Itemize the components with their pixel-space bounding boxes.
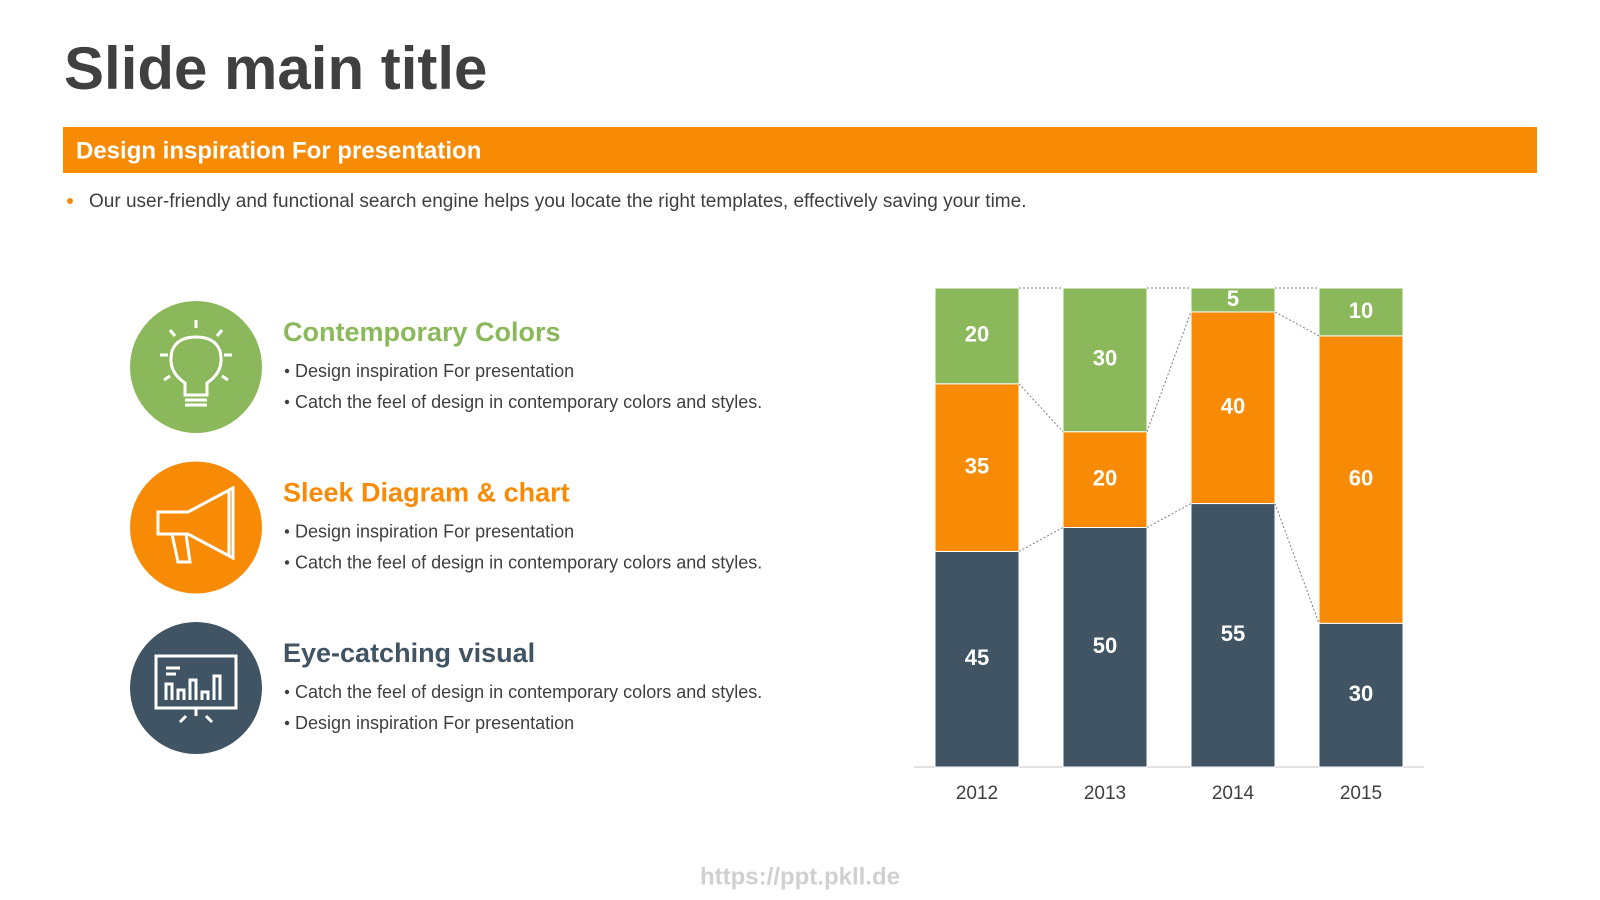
connector [1018,383,1064,433]
item-heading: Eye-catching visual [283,638,535,668]
banner-text: Design inspiration For presentation [76,137,481,164]
icon-bulb [160,320,232,407]
bullet [284,399,290,405]
bullet [284,689,290,695]
bar-segment [1190,311,1276,505]
bullet [284,720,290,726]
item-bullet: Catch the feel of design in contemporary… [295,552,762,572]
connector [1146,311,1192,432]
bar-segment [1062,527,1148,768]
bar-segment [1190,503,1276,768]
value-label: 20 [1093,465,1117,490]
item-bullet: Catch the feel of design in contemporary… [295,392,762,412]
connector [1146,503,1192,528]
connector [1274,311,1320,337]
connector [1018,527,1064,552]
item-heading: Sleek Diagram & chart [283,478,570,508]
item-circle [130,301,262,433]
bar-segment [1062,431,1148,529]
item-bullet: Design inspiration For presentation [295,361,574,381]
value-label: 55 [1221,621,1245,646]
value-label: 5 [1227,286,1239,311]
value-label: 20 [965,322,989,347]
icon-megaphone [156,485,235,564]
watermark: https://ppt.pkll.de [700,863,900,890]
x-tick-label: 2015 [1340,783,1382,804]
intro-text: Our user-friendly and functional search … [89,191,1027,212]
bullet [284,368,290,374]
bar-segment [1190,287,1276,313]
slide-title: Slide main title [64,35,487,102]
value-label: 60 [1349,465,1373,490]
bar-segment [934,550,1020,768]
value-label: 45 [965,645,989,670]
item-heading: Contemporary Colors [283,317,561,347]
connector [1274,503,1320,624]
value-label: 10 [1349,298,1373,323]
bar-segment [1062,287,1148,433]
bar-segment [1318,335,1404,624]
value-label: 35 [965,453,989,478]
x-tick-label: 2012 [956,783,998,804]
item-circle [130,461,262,594]
x-tick-label: 2014 [1212,783,1255,804]
bullet [284,560,290,565]
banner [63,127,1537,173]
value-label: 50 [1093,633,1117,658]
bullet [67,198,73,204]
bar-segment [1318,622,1404,768]
value-label: 30 [1093,346,1117,371]
value-label: 40 [1221,394,1245,419]
icon-board [154,654,238,724]
item-bullet: Catch the feel of design in contemporary… [295,682,762,702]
x-tick-label: 2013 [1084,783,1126,804]
bar-segment [934,287,1020,385]
items: Contemporary Colors Design inspiration Fo… [130,301,762,754]
item-bullet: Design inspiration For presentation [295,521,574,541]
bullet [284,529,290,534]
item-bullet: Design inspiration For presentation [295,713,574,733]
value-label: 30 [1349,681,1373,706]
bar-segment [1318,287,1404,337]
